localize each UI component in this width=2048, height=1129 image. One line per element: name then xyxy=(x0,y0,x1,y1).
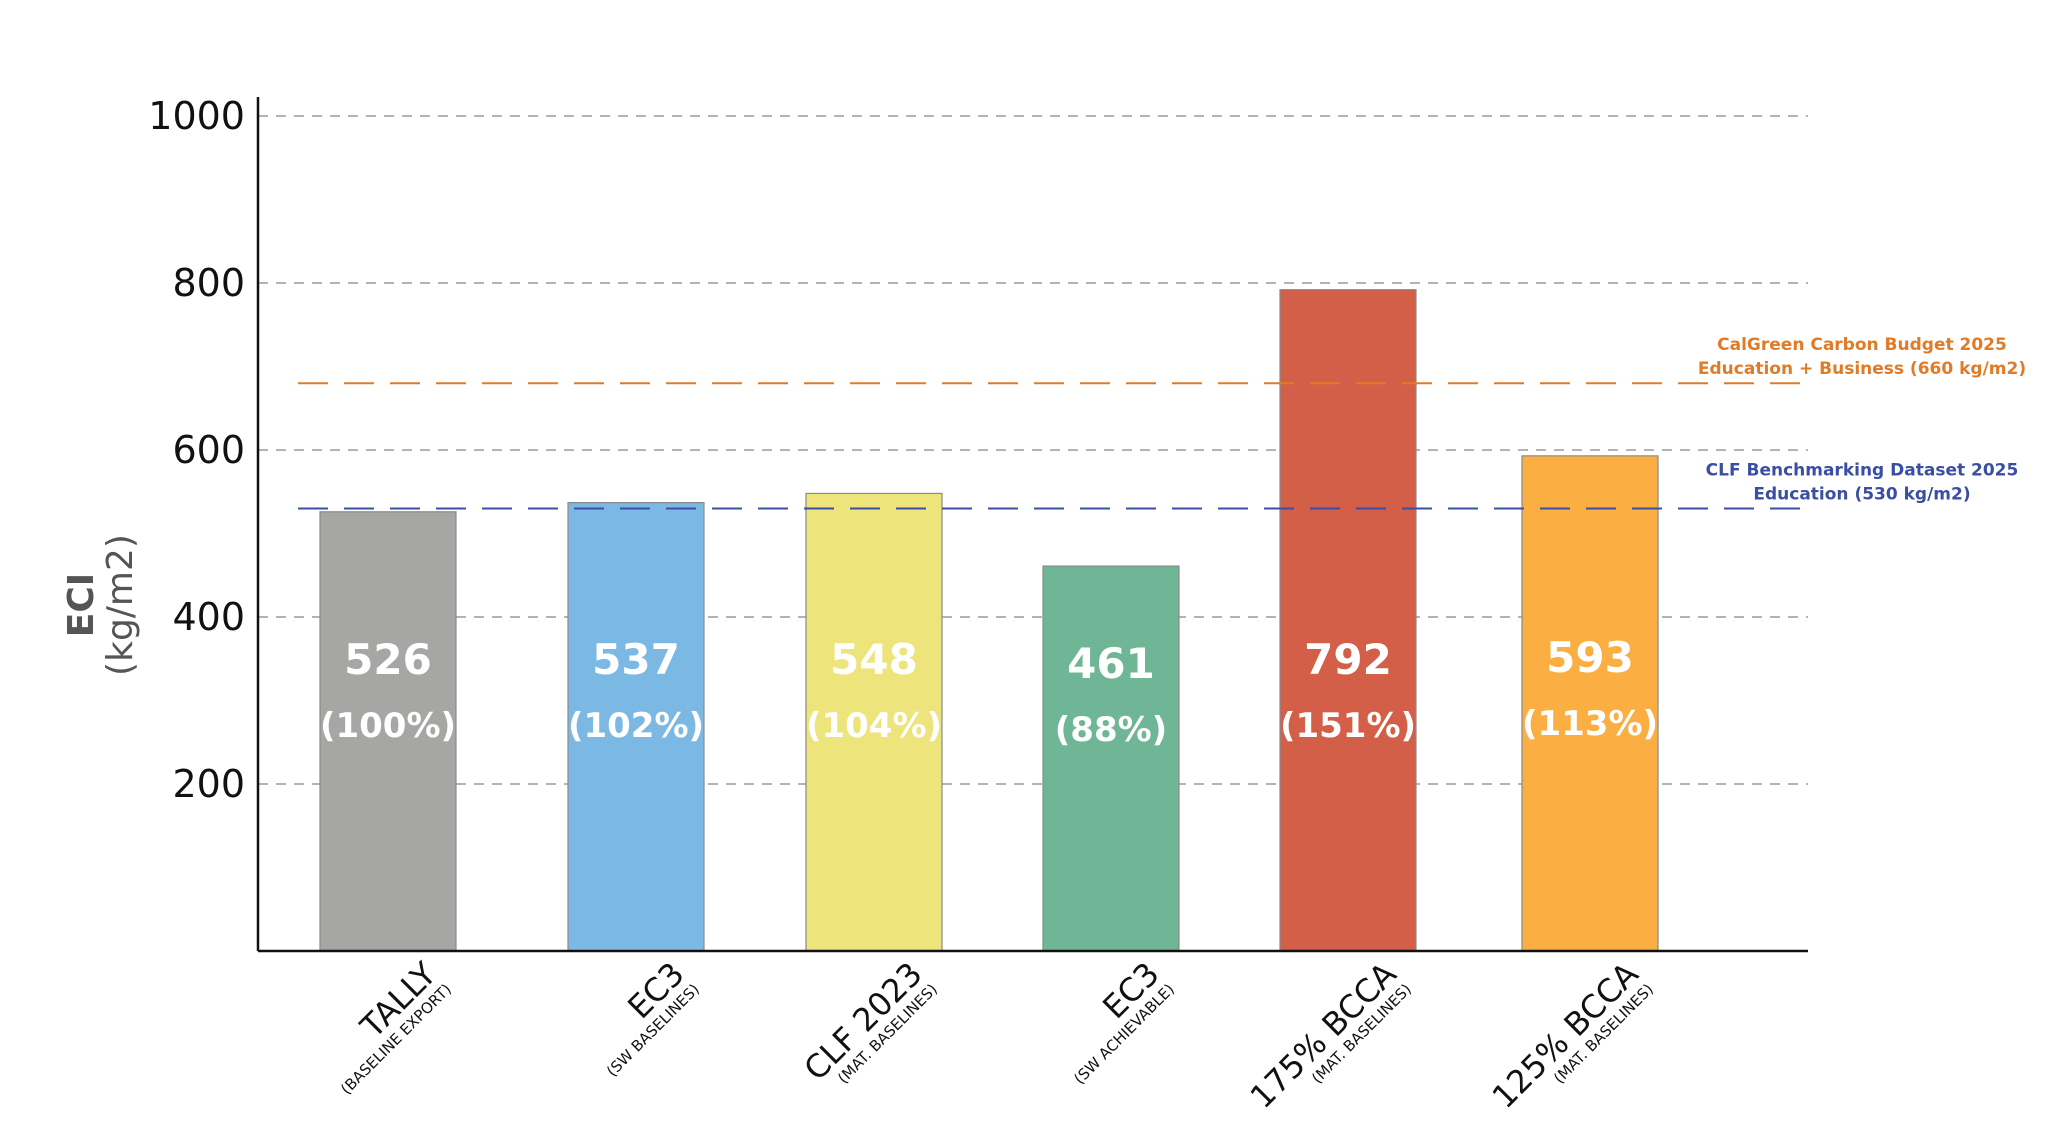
bar-percent-label: (100%) xyxy=(320,706,456,746)
bar-value-label: 461 xyxy=(1067,639,1155,688)
bar-value-label: 526 xyxy=(344,635,432,684)
bar-percent-label: (151%) xyxy=(1280,706,1416,746)
bar-value-label: 792 xyxy=(1304,635,1392,684)
reference-line-label: CalGreen Carbon Budget 2025 xyxy=(1717,335,2007,355)
reference-line-label: Education (530 kg/m2) xyxy=(1753,484,1970,504)
y-axis-unit: (kg/m2) xyxy=(100,534,141,676)
y-tick-label: 400 xyxy=(172,595,245,639)
category-label: 175% BCCA xyxy=(1243,955,1404,1116)
bar xyxy=(805,492,943,952)
reference-line-label: CLF Benchmarking Dataset 2025 xyxy=(1706,460,2019,480)
category-label: 125% BCCA xyxy=(1485,955,1646,1116)
bar-percent-label: (88%) xyxy=(1055,710,1167,750)
bar-value-label: 537 xyxy=(592,635,680,684)
y-axis-title: ECI xyxy=(61,573,102,637)
bar xyxy=(319,511,457,952)
bar-percent-label: (104%) xyxy=(806,706,942,746)
bar-value-label: 548 xyxy=(830,635,918,684)
bar xyxy=(1521,455,1659,952)
reference-line-label: Education + Business (660 kg/m2) xyxy=(1698,359,2026,379)
bar-value-label: 593 xyxy=(1546,633,1634,682)
bar xyxy=(1279,289,1417,952)
bar xyxy=(1042,565,1180,952)
bar-percent-label: (102%) xyxy=(568,706,704,746)
y-tick-label: 1000 xyxy=(148,94,245,138)
bar-percent-label: (113%) xyxy=(1522,704,1658,744)
y-tick-label: 600 xyxy=(172,428,245,472)
bar xyxy=(567,502,705,952)
y-tick-label: 800 xyxy=(172,261,245,305)
y-tick-label: 200 xyxy=(172,762,245,806)
